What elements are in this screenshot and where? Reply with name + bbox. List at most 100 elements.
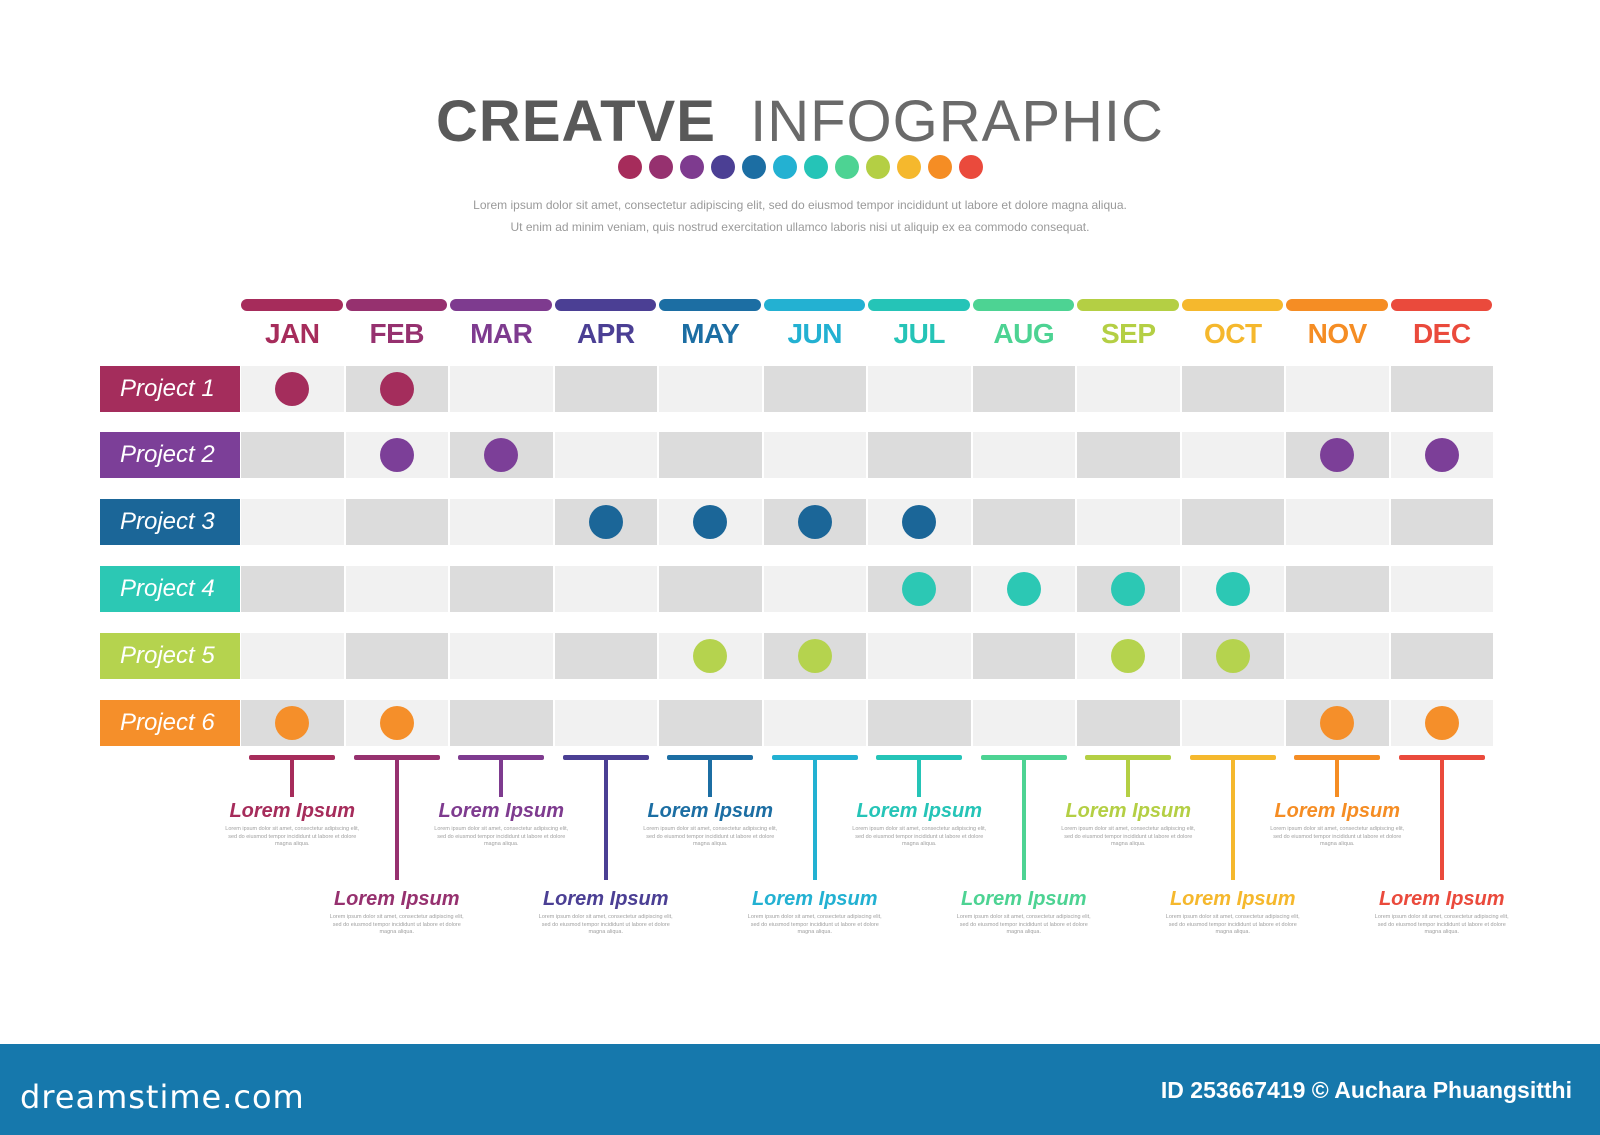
grid-cell — [1181, 700, 1284, 746]
grid-cell — [659, 366, 762, 412]
timeline-marker — [588, 505, 623, 539]
note-title: Lorem Ipsum — [1065, 800, 1192, 822]
connector-stem — [1439, 757, 1444, 880]
timeline-marker — [379, 438, 414, 472]
grid-cell — [659, 700, 762, 746]
description-line-1: Lorem ipsum dolor sit amet, consectetur … — [473, 198, 1127, 212]
page-title: CREATVE INFOGRAPHIC — [0, 88, 1600, 155]
month-label: JUL — [893, 318, 946, 349]
note-text: Lorem ipsum dolor sit amet, consectetur … — [1061, 826, 1196, 847]
grid-cell — [1286, 366, 1389, 412]
description-line-2: Ut enim ad minim veniam, quis nostrud ex… — [510, 220, 1090, 234]
note-text: Lorem ipsum dolor sit amet, consectetur … — [225, 826, 360, 847]
note-text: Lorem ipsum dolor sit amet, consectetur … — [1374, 914, 1509, 935]
timeline-marker — [1424, 706, 1459, 740]
grid-cell — [763, 432, 866, 478]
timeline-marker — [1320, 438, 1355, 472]
grid-cell — [450, 633, 553, 679]
note-text: Lorem ipsum dolor sit amet, consectetur … — [329, 914, 464, 935]
note-title: Lorem Ipsum — [960, 888, 1087, 910]
month-label: JUN — [787, 318, 842, 349]
timeline-marker — [1111, 639, 1146, 673]
month-header-bar — [659, 299, 761, 311]
timeline-marker — [797, 505, 832, 539]
color-dot — [896, 155, 921, 179]
timeline-marker — [275, 372, 310, 406]
grid-cell — [868, 633, 971, 679]
timeline-marker — [379, 706, 414, 740]
color-dot — [958, 155, 983, 179]
grid-cell — [241, 499, 344, 545]
note-text: Lorem ipsum dolor sit amet, consectetur … — [1270, 826, 1405, 847]
month-header-bar — [241, 299, 343, 311]
note-text: Lorem ipsum dolor sit amet, consectetur … — [956, 914, 1091, 935]
color-dot — [679, 155, 704, 179]
timeline-marker — [1424, 438, 1459, 472]
note-text: Lorem ipsum dolor sit amet, consectetur … — [538, 914, 673, 935]
color-dot — [772, 155, 797, 179]
title-bold: CREATVE — [436, 89, 716, 154]
connector-stem — [708, 757, 713, 797]
month-header-bar — [345, 299, 447, 311]
month-label: FEB — [369, 318, 425, 349]
grid-cell — [868, 432, 971, 478]
month-label: SEP — [1100, 318, 1156, 349]
month-label: OCT — [1203, 318, 1262, 349]
month-label: MAY — [681, 318, 740, 349]
note-title: Lorem Ipsum — [229, 800, 356, 822]
grid-cell — [450, 566, 553, 612]
grid-cell — [868, 366, 971, 412]
color-dot — [617, 155, 642, 179]
month-header-bar — [1181, 299, 1283, 311]
month-header-bar — [972, 299, 1074, 311]
grid-cell — [1077, 366, 1180, 412]
timeline-marker — [693, 639, 728, 673]
grid-cell — [972, 366, 1075, 412]
grid-cell — [763, 700, 866, 746]
connector-stem — [499, 757, 504, 797]
month-header-bar — [1077, 299, 1179, 311]
note-title: Lorem Ipsum — [1274, 800, 1401, 822]
project-label: Project 1 — [100, 366, 240, 412]
grid-cell — [345, 566, 448, 612]
grid-cell — [763, 566, 866, 612]
brand-logo-text: dreamstime.com — [20, 1078, 305, 1116]
grid-cell — [1181, 499, 1284, 545]
note-text: Lorem ipsum dolor sit amet, consectetur … — [643, 826, 778, 847]
title-light: INFOGRAPHIC — [750, 89, 1164, 154]
month-label: MAR — [470, 318, 533, 349]
timeline-marker — [902, 572, 937, 606]
month-label: DEC — [1412, 318, 1471, 349]
month-label: NOV — [1307, 318, 1368, 349]
color-dot-row — [0, 155, 1600, 179]
grid-cell — [345, 499, 448, 545]
timeline-marker — [1320, 706, 1355, 740]
note-text: Lorem ipsum dolor sit amet, consectetur … — [852, 826, 987, 847]
grid-cell — [1077, 700, 1180, 746]
month-label: AUG — [993, 318, 1055, 349]
grid-cell — [450, 366, 553, 412]
timeline-marker — [1111, 572, 1146, 606]
grid-cell — [1390, 366, 1493, 412]
grid-cell — [450, 700, 553, 746]
grid-cell — [450, 499, 553, 545]
image-credit: ID 253667419 © Auchara Phuangsitthi — [1160, 1077, 1572, 1103]
grid-cell — [241, 633, 344, 679]
grid-cell — [241, 566, 344, 612]
color-dot — [741, 155, 766, 179]
month-header-bar — [554, 299, 656, 311]
connector-stem — [1021, 757, 1026, 880]
connector-stem — [394, 757, 399, 880]
month-label: APR — [576, 318, 635, 349]
grid-cell — [1390, 499, 1493, 545]
note-title: Lorem Ipsum — [438, 800, 565, 822]
grid-cell — [554, 633, 657, 679]
note-text: Lorem ipsum dolor sit amet, consectetur … — [747, 914, 882, 935]
grid-cell — [1286, 566, 1389, 612]
timeline-marker — [1006, 572, 1041, 606]
grid-cell — [1181, 366, 1284, 412]
note-title: Lorem Ipsum — [542, 888, 669, 910]
connector-stem — [603, 757, 608, 880]
timeline-marker — [902, 505, 937, 539]
color-dot — [834, 155, 859, 179]
